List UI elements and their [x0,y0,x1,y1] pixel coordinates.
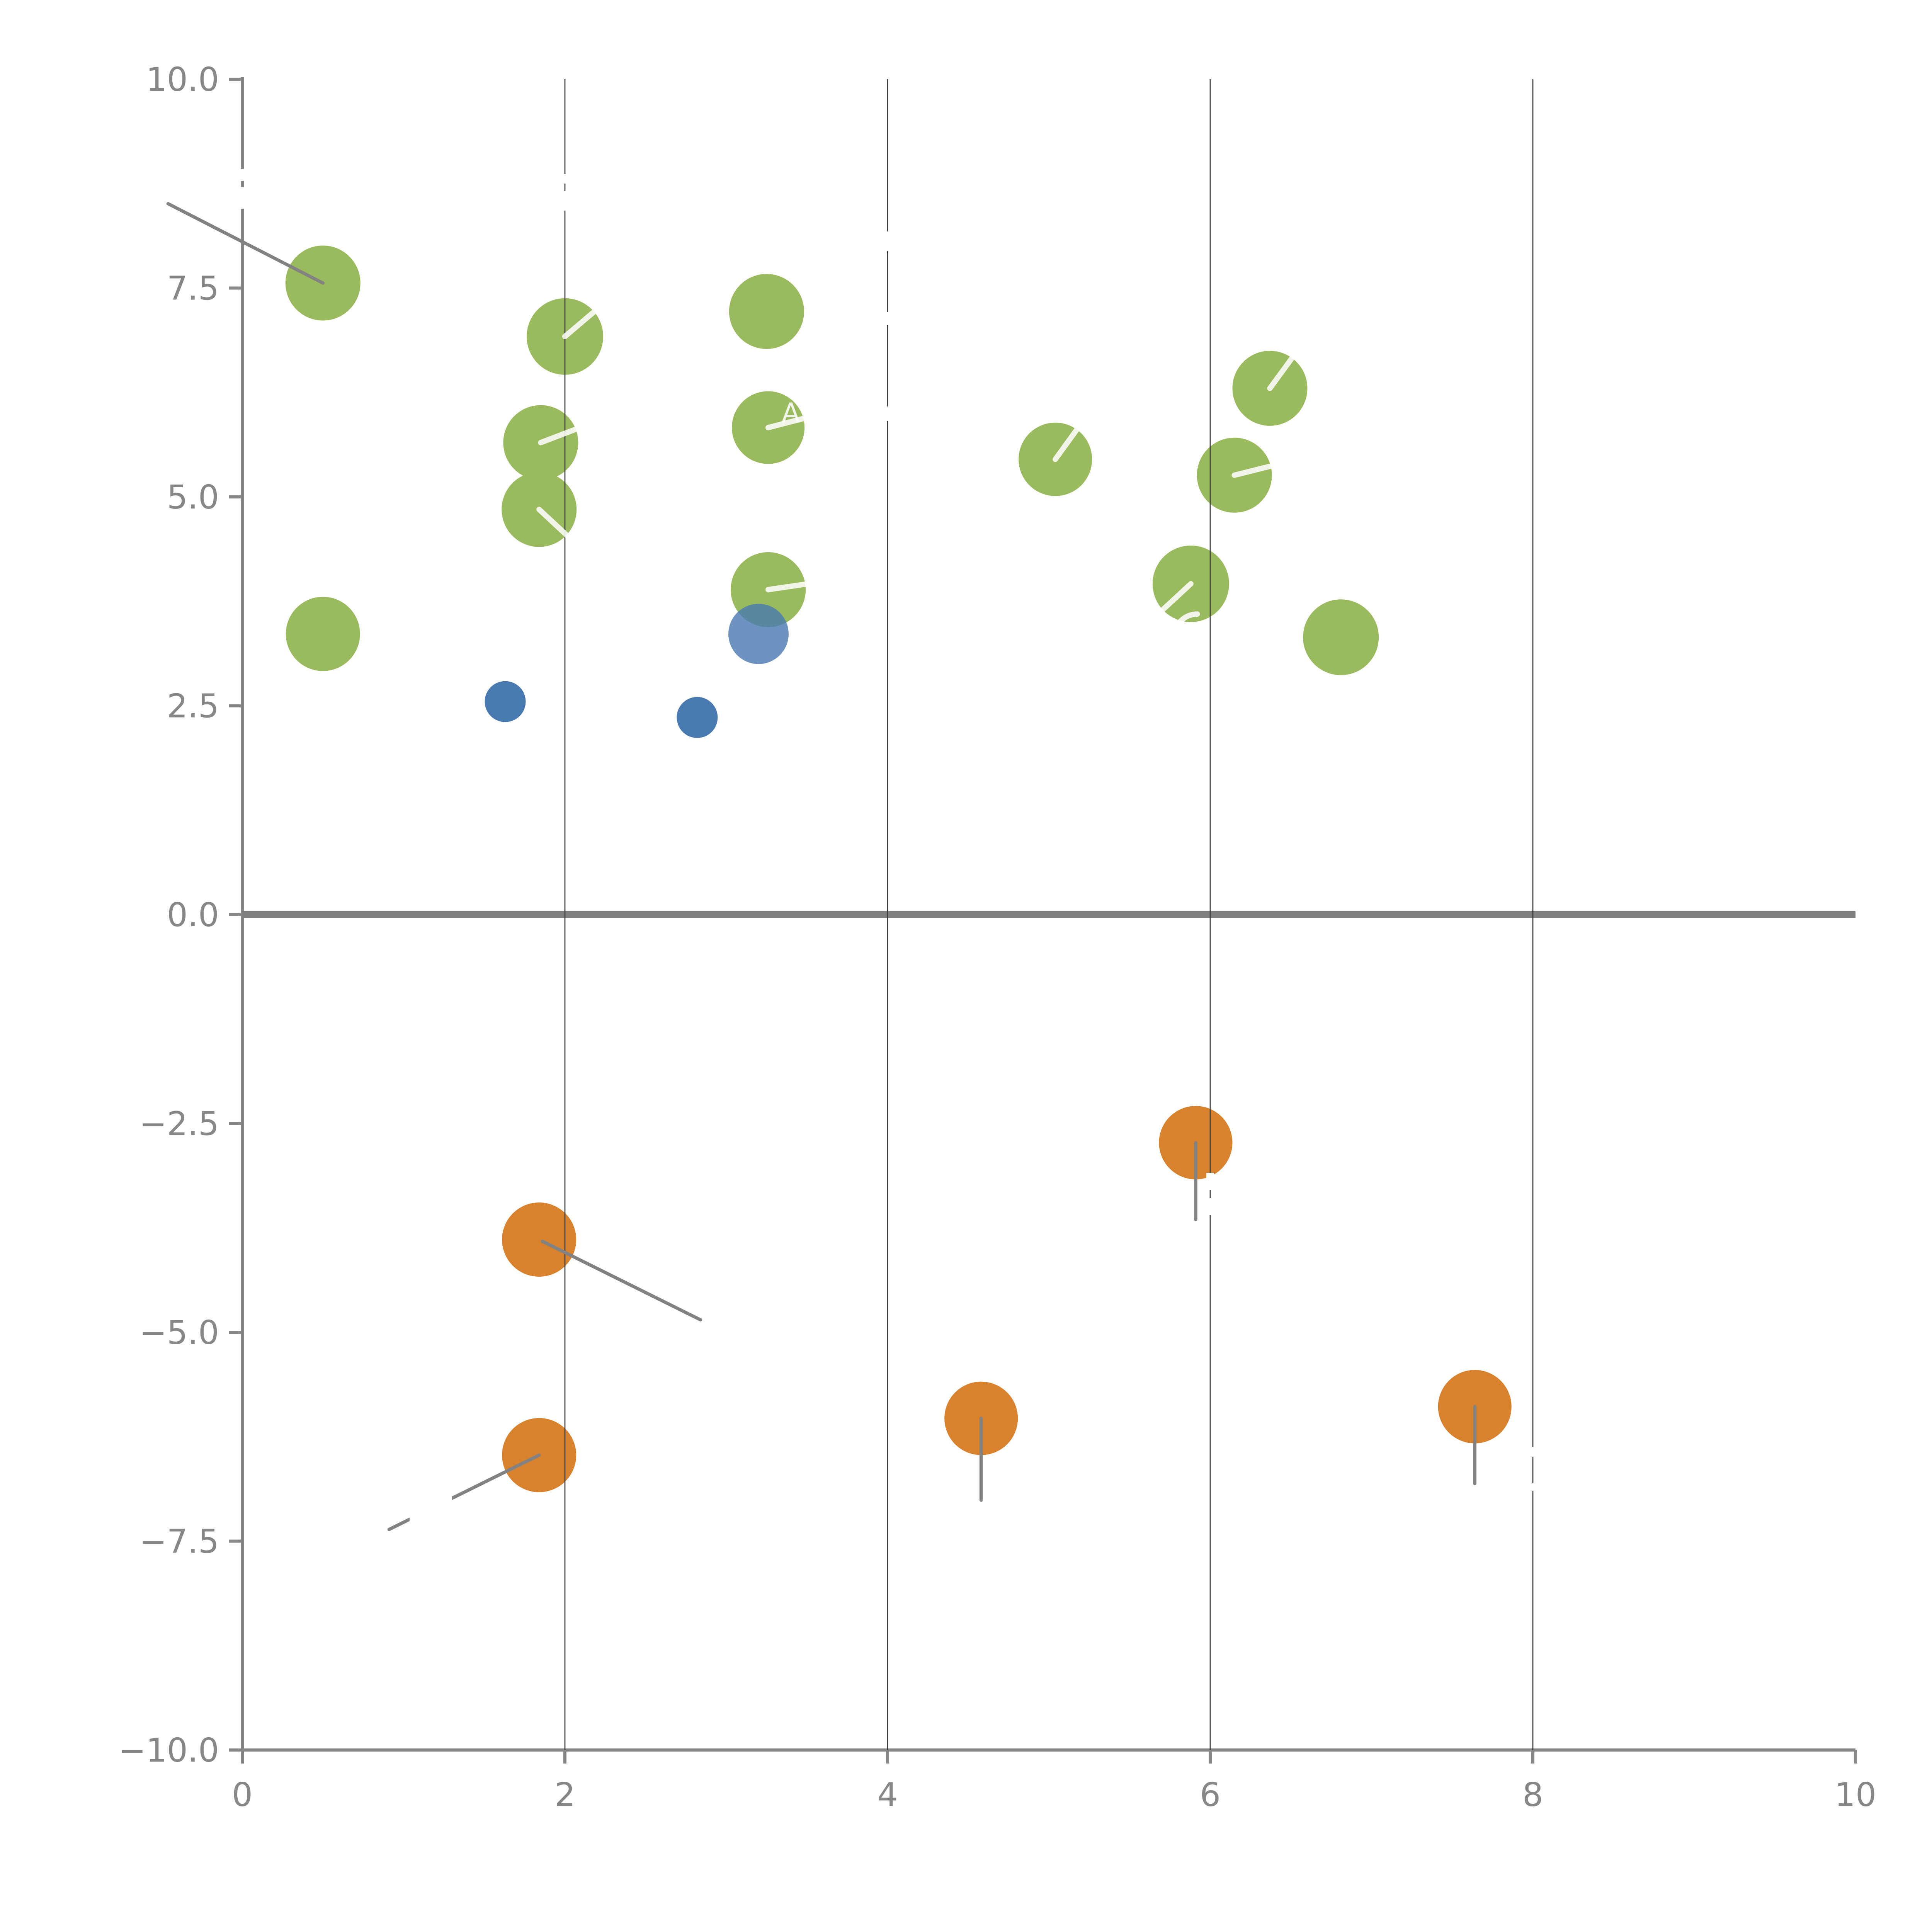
white-gap-rect [561,191,569,211]
white-ray [765,577,837,592]
white-ray [1267,335,1310,391]
white-gap-rect [1206,1198,1214,1215]
blue-data-point [485,681,526,722]
x-tick-label: 10 [1835,1776,1876,1814]
y-tick-label: 2.5 [167,687,219,726]
white-gap-rect [1206,1173,1214,1190]
green-data-point [729,274,804,349]
green-data-point [286,597,360,671]
axes-layer: 10.0 7.5 5.0 2.5 0.0 −2.5 −5.0 −7.5 −10.0 0 2 4 6 8 10 [119,61,1877,1814]
white-ray [1138,581,1194,633]
y-tick-label: −7.5 [139,1523,219,1561]
white-gap-rect [238,187,246,209]
white-marks-layer: A [238,169,1537,1524]
white-ray [538,415,609,446]
white-ray [765,407,839,430]
x-tick-label: 8 [1522,1776,1543,1814]
x-tick-label: 0 [232,1776,253,1814]
white-ray [1231,455,1307,478]
white-gap-rect [238,169,246,181]
x-tick-label: 4 [877,1776,898,1814]
blue-data-point [728,604,789,664]
white-ray [1053,387,1109,462]
white-gap-rect [1529,1483,1537,1491]
white-gap-rect [410,1493,452,1524]
y-tick-label: 0.0 [167,896,219,934]
blue-data-point [677,697,718,738]
gray-edge [166,202,325,285]
white-ray [562,279,631,339]
y-tick-label: 5.0 [167,478,219,517]
y-tick-label: 10.0 [146,61,219,99]
y-tick-label: −2.5 [139,1105,219,1143]
grid-layer [564,79,1534,1750]
white-gap-rect [884,406,891,421]
x-tick-label: 6 [1200,1776,1221,1814]
points-layer [285,245,1512,1492]
x-tick-label: 2 [554,1776,575,1814]
y-tick-label: −5.0 [139,1314,219,1352]
white-gap-rect [1529,1447,1537,1457]
gray-edge [541,1240,702,1321]
y-tick-label: 7.5 [167,270,219,308]
white-ray [536,507,598,565]
orange-data-point [502,1202,577,1277]
white-gap-rect [561,174,569,184]
y-tick-label: −10.0 [119,1731,219,1770]
white-ring-arc [1171,611,1200,640]
white-gap-rect [884,231,891,251]
white-letter-fragment: A [782,397,800,429]
white-gap-rect [884,312,891,325]
green-data-point [1303,599,1379,675]
